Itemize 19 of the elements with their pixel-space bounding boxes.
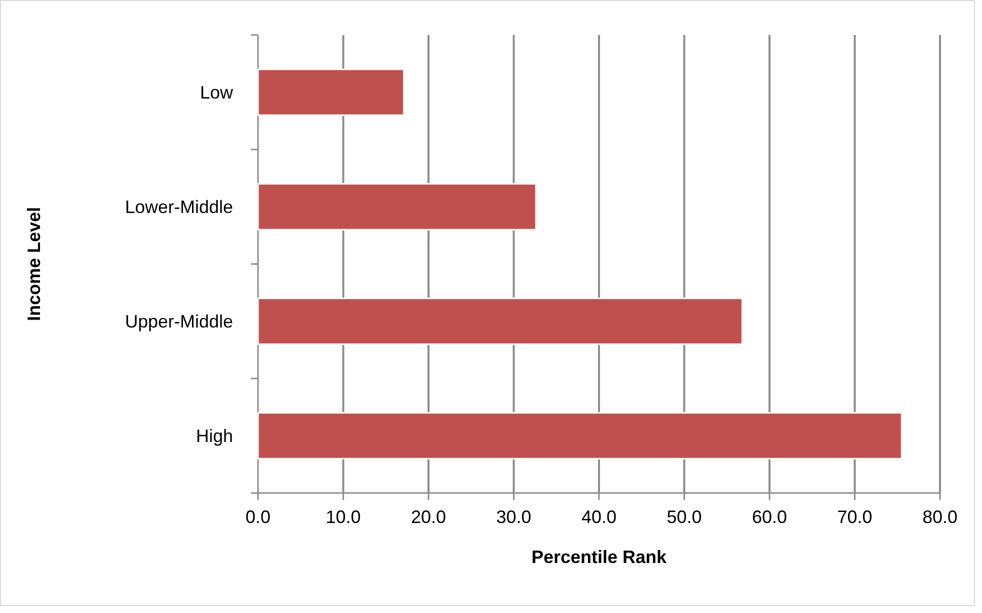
y-tick-label: Low bbox=[200, 82, 234, 103]
x-tick-label: 80.0 bbox=[922, 507, 958, 527]
bar bbox=[257, 412, 902, 460]
x-tick-label: 0.0 bbox=[245, 507, 271, 527]
y-tick-label: High bbox=[196, 426, 233, 446]
bar bbox=[257, 68, 405, 116]
x-tick-label: 70.0 bbox=[837, 507, 872, 527]
x-axis-title: Percentile Rank bbox=[531, 547, 668, 567]
x-tick-label: 60.0 bbox=[752, 507, 788, 527]
x-tick-label: 10.0 bbox=[326, 507, 361, 527]
bar bbox=[257, 183, 537, 230]
bar bbox=[257, 298, 743, 345]
y-tick-label: Upper-Middle bbox=[124, 312, 233, 332]
x-tick-label: 30.0 bbox=[496, 507, 532, 527]
x-tick-label: 50.0 bbox=[666, 507, 702, 527]
y-tick-label: Lower-Middle bbox=[124, 197, 233, 218]
x-tick-label: 40.0 bbox=[581, 507, 617, 527]
y-axis-title: Income Level bbox=[24, 206, 44, 322]
x-tick-label: 20.0 bbox=[410, 507, 446, 527]
